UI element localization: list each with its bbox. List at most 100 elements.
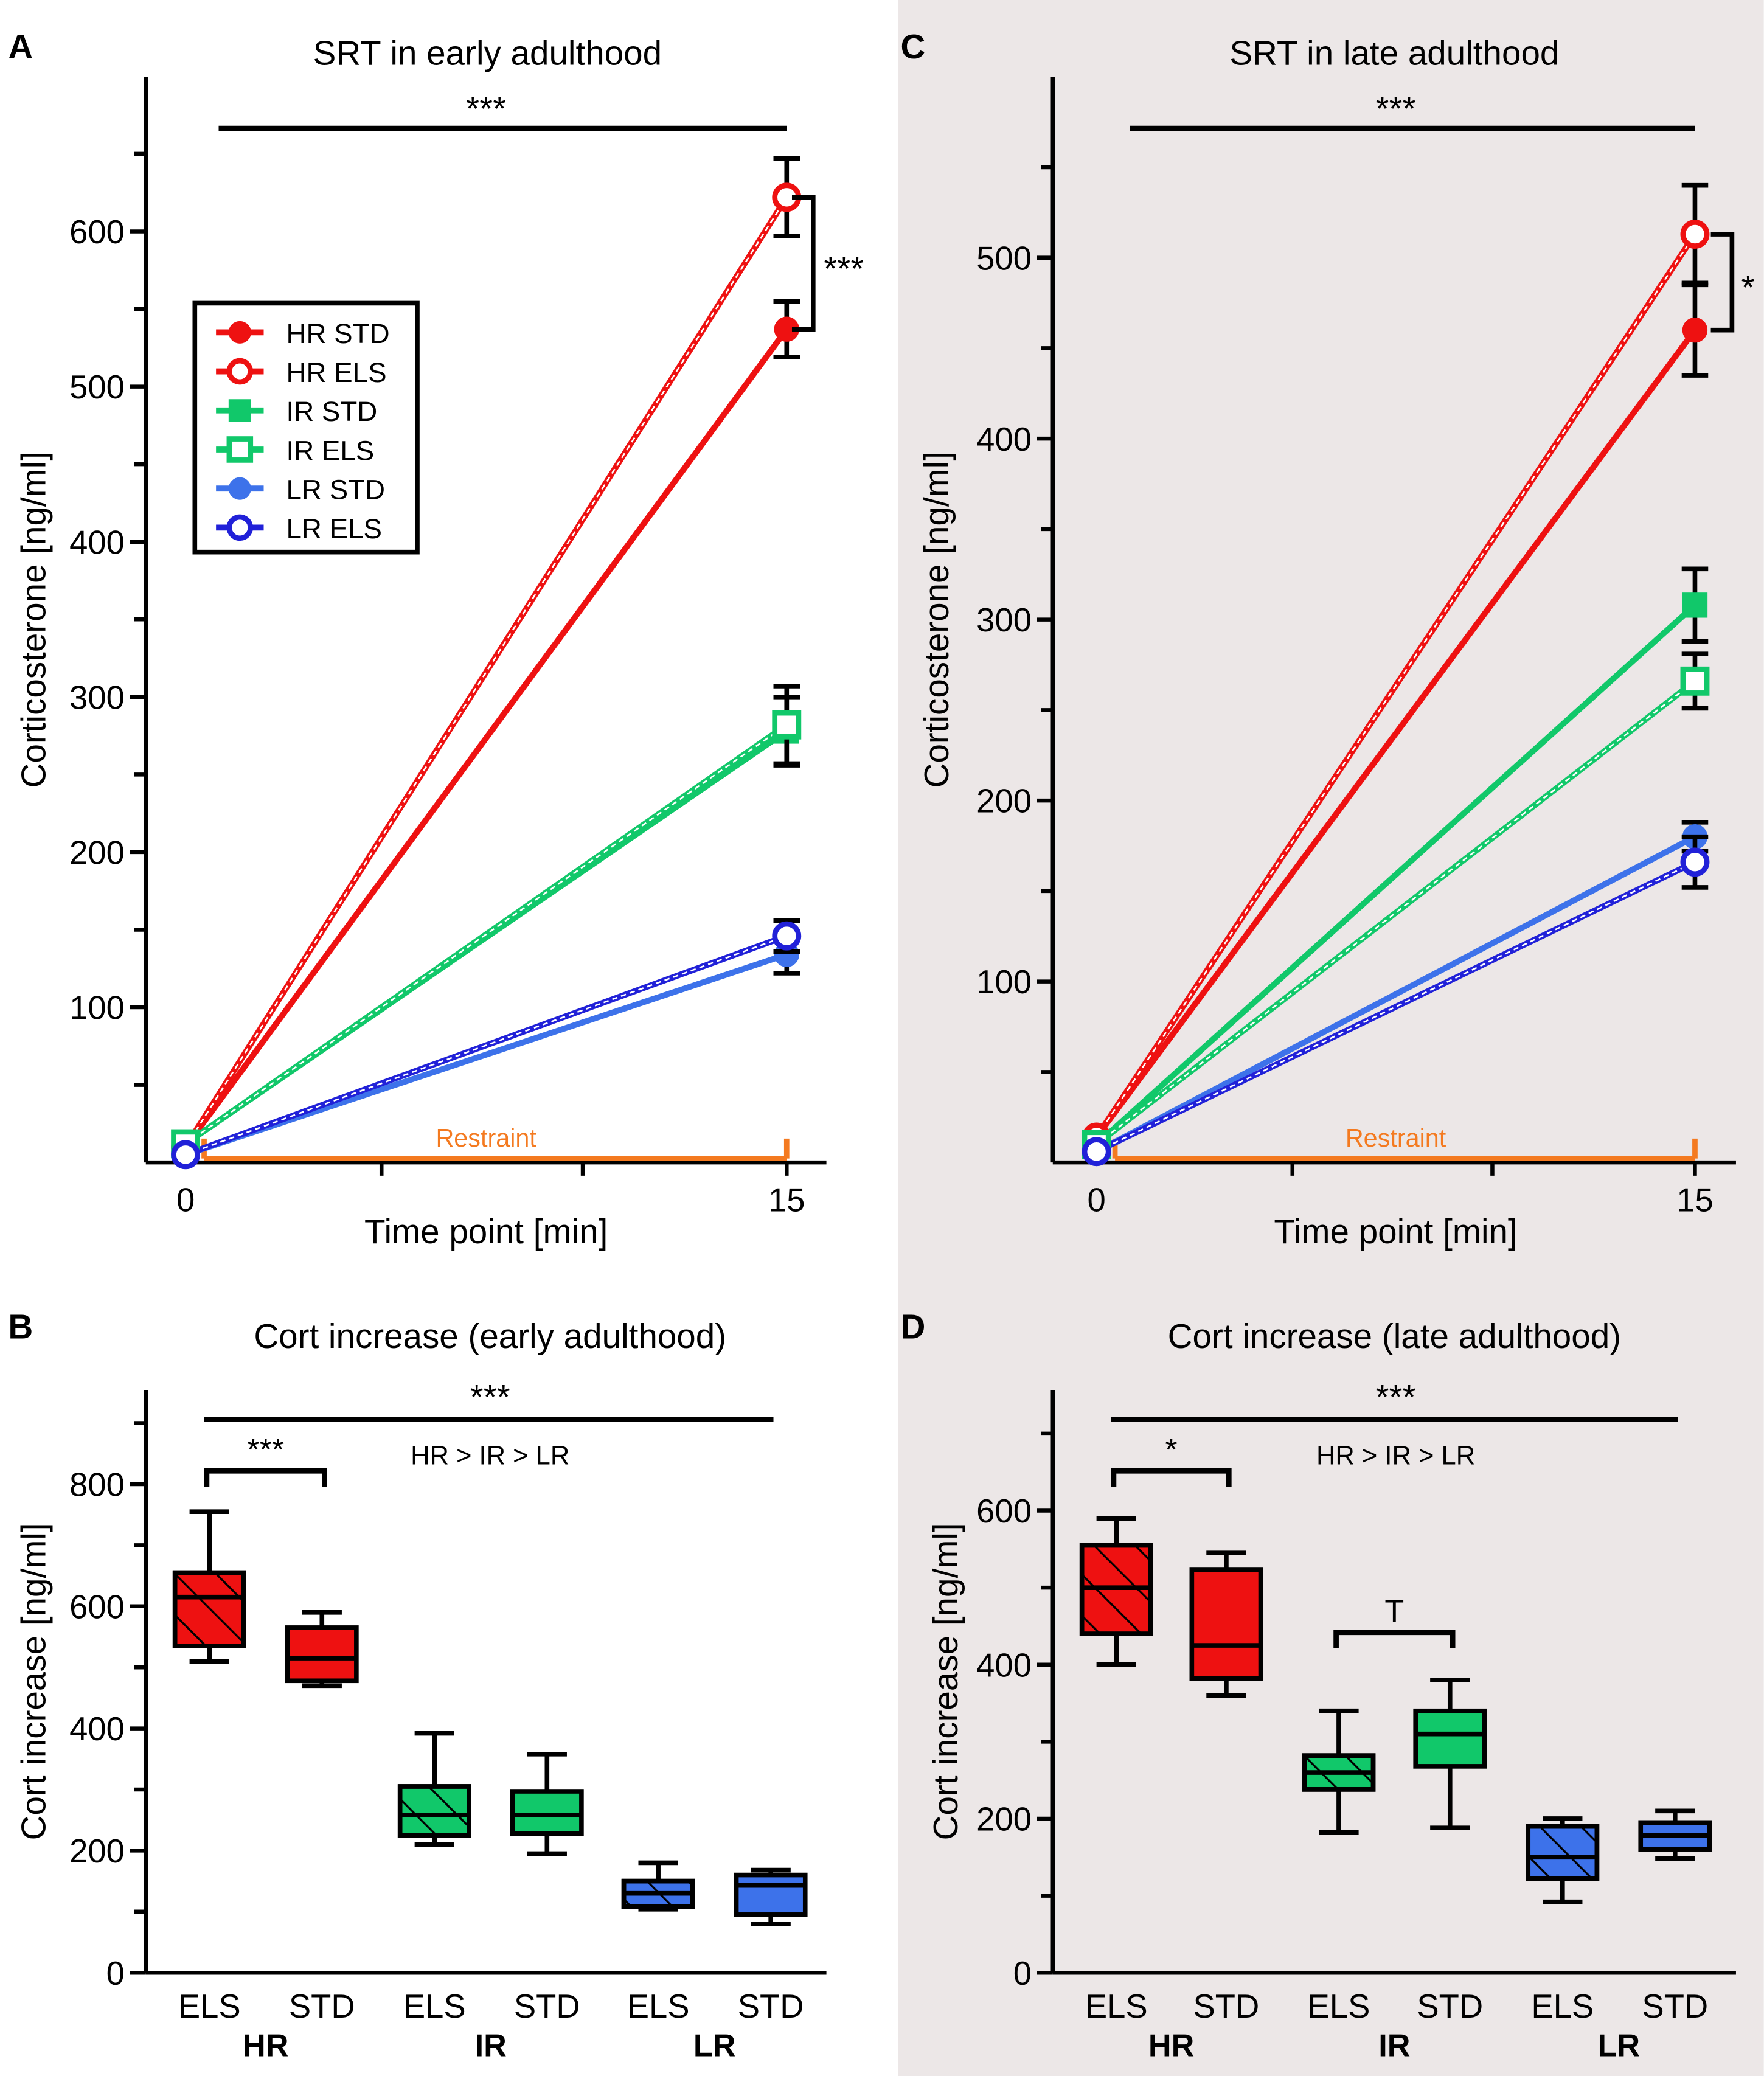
series-line-dash (185, 724, 788, 1145)
legend-marker (226, 436, 254, 463)
x-category-label: ELS (178, 1988, 241, 2025)
y-axis-label: Corticosterone [ng/ml] (14, 451, 52, 788)
panel-d: D Cort increase (late adulthood) 0 200 400 60… (900, 1308, 1736, 2063)
series-line-dash (1096, 234, 1696, 1138)
pair-bracket (204, 1468, 327, 1487)
y-tick-label: 300 (69, 679, 125, 716)
box-std-3 (1413, 1708, 1487, 1769)
marker-lr-els (171, 1140, 201, 1170)
y-tick-label: 100 (976, 963, 1032, 1001)
x-group-label: IR (475, 2028, 507, 2063)
y-tick-label: 0 (106, 1955, 125, 1992)
y-tick-label: 600 (976, 1493, 1032, 1530)
legend-marker (228, 399, 251, 422)
y-axis-label: Cort increase [ng/ml] (14, 1522, 52, 1840)
marker-lr-els (772, 921, 802, 951)
series-line-hr-std (183, 327, 790, 1149)
y-tick-label: 200 (69, 1833, 125, 1870)
x-group-label: LR (1598, 2028, 1641, 2063)
pair-bracket-label: T (1384, 1594, 1404, 1629)
legend-box (192, 300, 420, 555)
significance-bracket (1710, 232, 1735, 333)
significance-stars: *** (1376, 1378, 1416, 1416)
series-line-hr-std (1094, 328, 1698, 1139)
significance-stars: *** (1376, 89, 1416, 128)
x-category-label: STD (1417, 1988, 1483, 2025)
x-axis-label: Time point [min] (1274, 1212, 1517, 1251)
y-tick-label: 400 (976, 421, 1032, 458)
pair-bracket (1111, 1468, 1232, 1487)
y-tick-label: 500 (69, 369, 125, 406)
chart-title: SRT in early adulthood (313, 34, 662, 72)
legend-marker (228, 321, 251, 344)
marker-hr-std (1682, 318, 1708, 343)
y-tick-label: 200 (69, 834, 125, 871)
x-group-label: LR (693, 2028, 736, 2063)
y-tick-label: 600 (69, 1588, 125, 1625)
box-hatch (1526, 1824, 1600, 1881)
x-group-label: IR (1378, 2028, 1410, 2063)
x-category-label: STD (1193, 1988, 1260, 2025)
x-category-label: ELS (1308, 1988, 1370, 2025)
series-line-lr-std (1095, 834, 1696, 1154)
marker-lr-els (1680, 847, 1710, 877)
bracket-stars: * (1741, 268, 1755, 307)
series-line-lr-els (1095, 859, 1696, 1154)
group-order-text: HR > IR > LR (1316, 1441, 1475, 1470)
chart-title: Cort increase (late adulthood) (1168, 1317, 1621, 1355)
x-category-label: STD (514, 1988, 580, 2025)
x-tick-label: 0 (1087, 1182, 1105, 1219)
panel-b: B Cort increase (early adulthood) 0 200 400 6… (8, 1308, 827, 2063)
box-std-3 (510, 1789, 584, 1836)
x-group-label: HR (243, 2028, 288, 2063)
significance-stars: *** (470, 1378, 510, 1416)
y-tick-label: 500 (976, 240, 1032, 277)
panel-c: C SRT in late adulthood 100 200 300 400 500 Cor… (900, 27, 1754, 1251)
x-category-label: STD (289, 1988, 355, 2025)
y-tick-label: 600 (69, 214, 125, 251)
y-axis-label: Cort increase [ng/ml] (926, 1522, 965, 1840)
panel-a: A SRT in early adulthood 100 200 300 400 500 60… (8, 27, 864, 1251)
x-category-label: ELS (403, 1988, 466, 2025)
x-axis-label: Time point [min] (364, 1212, 608, 1251)
legend-label: HR ELS (286, 357, 387, 388)
y-tick-label: 0 (1013, 1955, 1032, 1992)
y-tick-label: 400 (976, 1647, 1032, 1684)
chart-title: Cort increase (early adulthood) (254, 1317, 726, 1355)
marker-hr-els (1680, 220, 1710, 249)
legend-label: HR STD (286, 318, 390, 349)
panel-letter: B (8, 1308, 33, 1346)
pair-bracket (1333, 1630, 1456, 1648)
legend-label: IR STD (286, 396, 378, 427)
pair-bracket-label: * (1165, 1432, 1177, 1468)
significance-stars: *** (466, 89, 506, 128)
x-tick-label: 0 (176, 1182, 195, 1219)
x-group-label: HR (1148, 2028, 1194, 2063)
x-category-label: ELS (1085, 1988, 1148, 2025)
x-category-label: STD (1642, 1988, 1708, 2025)
x-category-label: ELS (1531, 1988, 1594, 2025)
bracket-stars: *** (824, 249, 864, 288)
box-hatch (397, 1784, 471, 1838)
panel-letter: C (900, 27, 925, 66)
y-tick-label: 400 (69, 1710, 125, 1748)
restraint-label: Restraint (1346, 1124, 1446, 1152)
series-line-ir-std (1094, 603, 1697, 1147)
x-tick-label: 15 (768, 1182, 805, 1219)
marker-ir-els (1680, 666, 1710, 696)
series-line-dash (184, 196, 788, 1148)
box-std-1 (1189, 1567, 1263, 1681)
y-tick-label: 100 (69, 990, 125, 1027)
series-line-dash (185, 935, 787, 1156)
box-std-5 (734, 1872, 808, 1917)
x-category-label: STD (738, 1988, 804, 2025)
y-axis-label: Corticosterone [ng/ml] (917, 451, 956, 788)
y-tick-label: 200 (976, 783, 1032, 820)
pair-bracket-label: *** (247, 1432, 284, 1468)
legend-label: LR ELS (286, 513, 382, 544)
legend-marker (226, 514, 254, 541)
group-order-text: HR > IR > LR (411, 1441, 569, 1470)
restraint-label: Restraint (436, 1124, 536, 1152)
y-tick-label: 300 (976, 602, 1032, 639)
